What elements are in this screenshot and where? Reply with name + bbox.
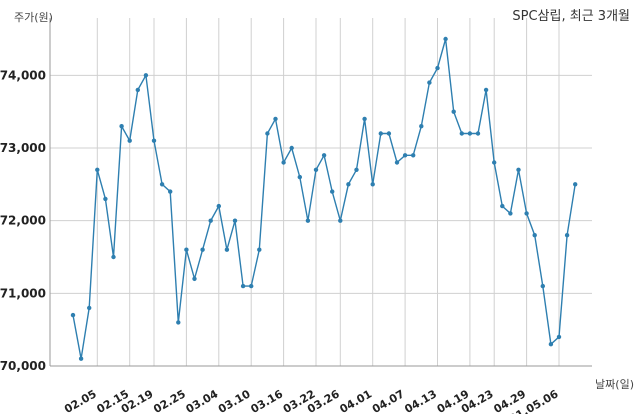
data-point xyxy=(151,138,157,143)
data-point xyxy=(143,73,149,78)
data-point xyxy=(435,65,440,71)
data-point xyxy=(321,153,327,158)
x-tick-label: 03.10 xyxy=(216,387,253,414)
data-point xyxy=(362,116,367,122)
data-point xyxy=(532,233,537,238)
data-point xyxy=(127,138,132,143)
axes xyxy=(49,18,592,367)
data-point xyxy=(338,218,343,223)
data-point xyxy=(281,160,286,165)
x-tick-label: 03.04 xyxy=(184,387,221,414)
data-point xyxy=(70,312,76,318)
data-point xyxy=(564,233,570,238)
x-tick-label: 04.07 xyxy=(370,387,407,414)
chart-title: SPC삼립, 최근 3개월 xyxy=(512,9,630,24)
data-point xyxy=(249,283,254,289)
data-point xyxy=(176,320,181,325)
data-point xyxy=(459,131,464,136)
data-point xyxy=(200,247,205,252)
x-tick-label: 04.01 xyxy=(338,387,375,414)
data-point xyxy=(103,196,108,202)
data-point xyxy=(427,80,432,85)
data-point xyxy=(192,276,197,281)
x-tick-labels: 02.0502.1502.1902.2503.0403.1003.1603.22… xyxy=(62,387,561,414)
data-point xyxy=(95,167,100,172)
x-tick-label: 02.25 xyxy=(151,387,188,414)
data-point xyxy=(443,36,448,42)
data-point xyxy=(119,124,124,129)
data-point xyxy=(184,247,189,252)
data-point xyxy=(475,131,481,136)
y-tick-label: 73,000 xyxy=(0,141,46,155)
data-point xyxy=(78,356,84,361)
data-point xyxy=(346,182,351,187)
data-point xyxy=(305,218,311,223)
data-point xyxy=(168,189,173,194)
data-point xyxy=(451,109,456,114)
x-tick-label: 04.13 xyxy=(402,387,439,414)
data-point xyxy=(240,283,246,289)
price-series-line xyxy=(72,38,576,359)
data-point xyxy=(297,174,302,180)
data-point xyxy=(492,160,497,165)
data-point xyxy=(500,203,505,209)
data-point xyxy=(378,131,383,136)
data-point xyxy=(483,87,489,93)
data-point xyxy=(208,218,213,223)
data-point xyxy=(394,160,400,165)
data-point xyxy=(289,145,294,151)
y-tick-labels: 70,000 71,000 72,000 73,000 74,000 xyxy=(0,68,46,373)
data-point xyxy=(386,131,392,136)
data-point xyxy=(548,342,554,347)
y-axis-label: 주가(원) xyxy=(14,11,53,24)
data-point xyxy=(111,254,116,260)
data-point xyxy=(87,305,92,311)
y-tick-label: 74,000 xyxy=(0,68,46,82)
price-series-points xyxy=(70,36,578,361)
data-point xyxy=(313,167,319,172)
data-point xyxy=(216,203,221,209)
data-point xyxy=(265,131,270,136)
data-point xyxy=(516,167,521,172)
data-point xyxy=(540,283,545,289)
data-point xyxy=(354,167,359,172)
x-axis-label: 날짜(일) xyxy=(595,378,634,391)
data-point xyxy=(411,153,416,158)
data-point xyxy=(370,182,375,187)
data-point xyxy=(467,131,473,136)
x-tick-label: 02.05 xyxy=(62,387,99,414)
data-point xyxy=(330,189,335,194)
data-point xyxy=(159,182,165,187)
y-tick-label: 71,000 xyxy=(0,286,46,300)
y-tick-label: 72,000 xyxy=(0,214,46,228)
data-point xyxy=(573,182,578,187)
data-point xyxy=(419,124,424,129)
grid-lines xyxy=(50,18,592,367)
data-point xyxy=(232,218,238,223)
data-point xyxy=(224,247,230,252)
x-tick-label: 03.16 xyxy=(248,387,285,414)
data-point xyxy=(508,211,513,216)
data-point xyxy=(257,247,262,252)
y-tick-label: 70,000 xyxy=(0,359,46,373)
data-point xyxy=(556,334,562,340)
data-point xyxy=(402,153,408,158)
data-point xyxy=(273,116,278,122)
data-point xyxy=(135,87,140,93)
data-point xyxy=(524,211,529,216)
